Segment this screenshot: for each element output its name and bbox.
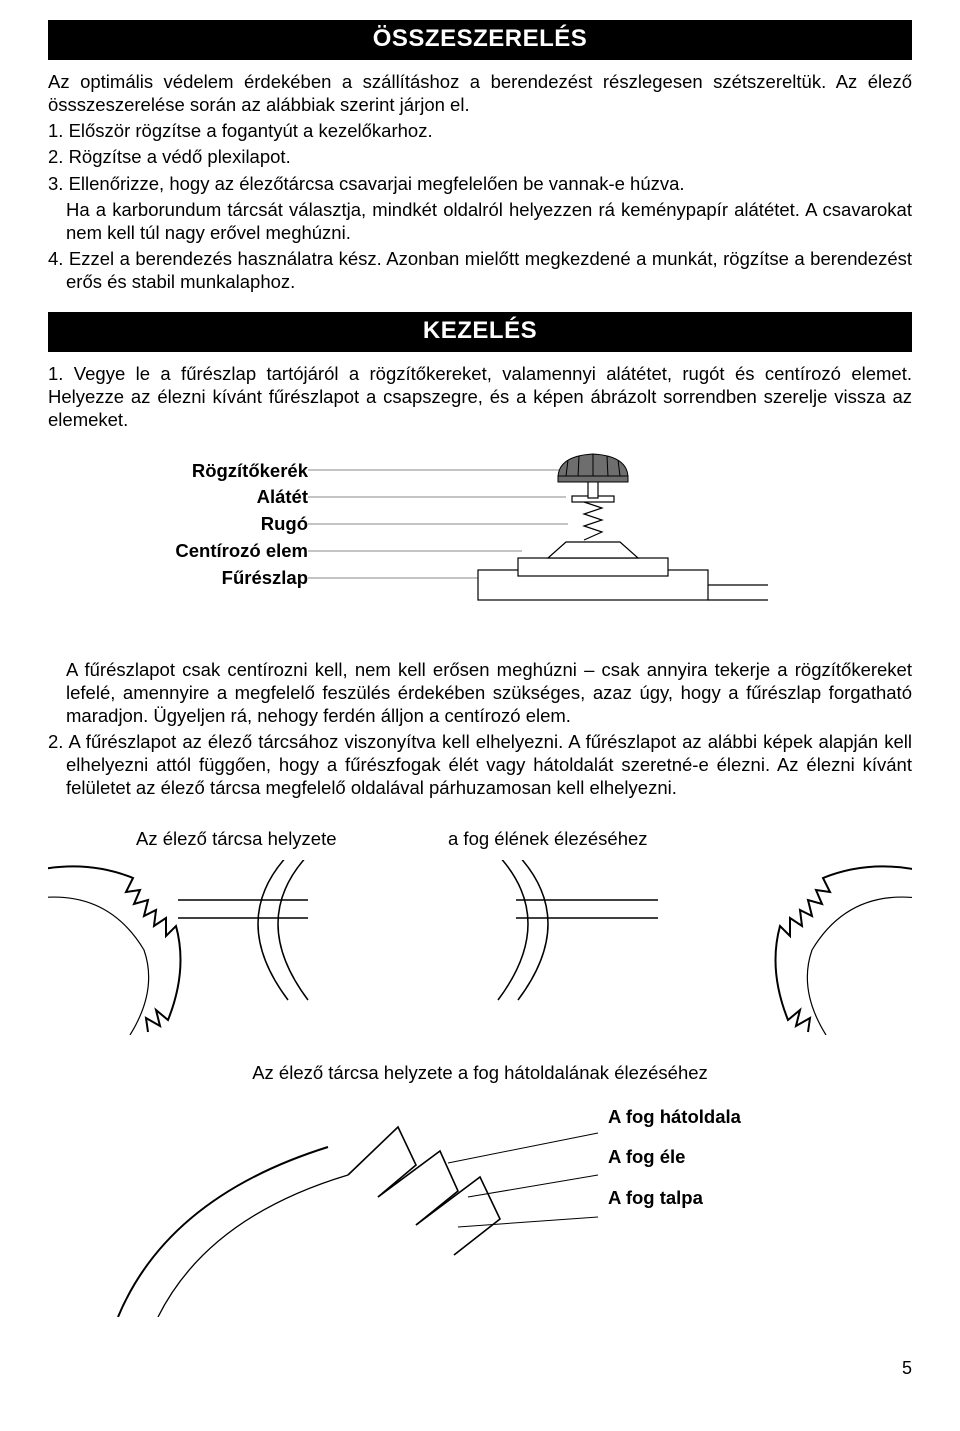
handling-p3: A fűrészlapot csak centírozni kell, nem … [48,658,912,727]
list-item-3b: Ha a karborundum tárcsát választja, mind… [48,198,912,244]
list-item-3a: 3. Ellenőrizze, hogy az élezőtárcsa csav… [48,172,912,195]
label-blade: Fűrészlap [48,565,308,592]
assembly-diagram [308,450,912,630]
label-centering: Centírozó elem [48,538,308,565]
caption-wheel-right: a fog élének élezéséhez [418,827,912,850]
tooth-labels: A fog hátoldala A fog éle A fog talpa [608,1097,741,1219]
caption-wheel-left: Az élező tárcsa helyzete [48,827,418,850]
page-number: 5 [48,1357,912,1380]
label-knob: Rögzítőkerék [48,458,308,485]
caption-wheel-center: Az élező tárcsa helyzete a fog hátoldalá… [200,1061,760,1084]
handling-p1: 1. Vegye le a fűrészlap tartójáról a rög… [48,362,912,431]
tooth-label-back: A fog hátoldala [608,1097,741,1138]
section-header-handling: KEZELÉS [48,312,912,352]
list-item-4: 4. Ezzel a berendezés használatra kész. … [48,247,912,293]
label-washer: Alátét [48,484,308,511]
wheel-caption-row: Az élező tárcsa helyzete a fog élének él… [48,827,912,850]
section-header-assembly: ÖSSZESZERELÉS [48,20,912,60]
list-item-1: 1. Először rögzítse a fogantyút a kezelő… [48,119,912,142]
tooth-label-edge: A fog éle [608,1137,741,1178]
label-spring: Rugó [48,511,308,538]
handling-li2: 2. A fűrészlapot az élező tárcsához visz… [48,730,912,799]
tooth-label-base: A fog talpa [608,1178,741,1219]
wheel-diagrams [48,860,912,1035]
list-item-2: 2. Rögzítse a védő plexilapot. [48,145,912,168]
assembly-labels: Rögzítőkerék Alátét Rugó Centírozó elem … [48,450,308,592]
intro-paragraph: Az optimális védelem érdekében a szállít… [48,70,912,116]
assembly-figure-row: Rögzítőkerék Alátét Rugó Centírozó elem … [48,450,912,630]
tooth-diagram-wrap: A fog hátoldala A fog éle A fog talpa [48,1097,912,1317]
